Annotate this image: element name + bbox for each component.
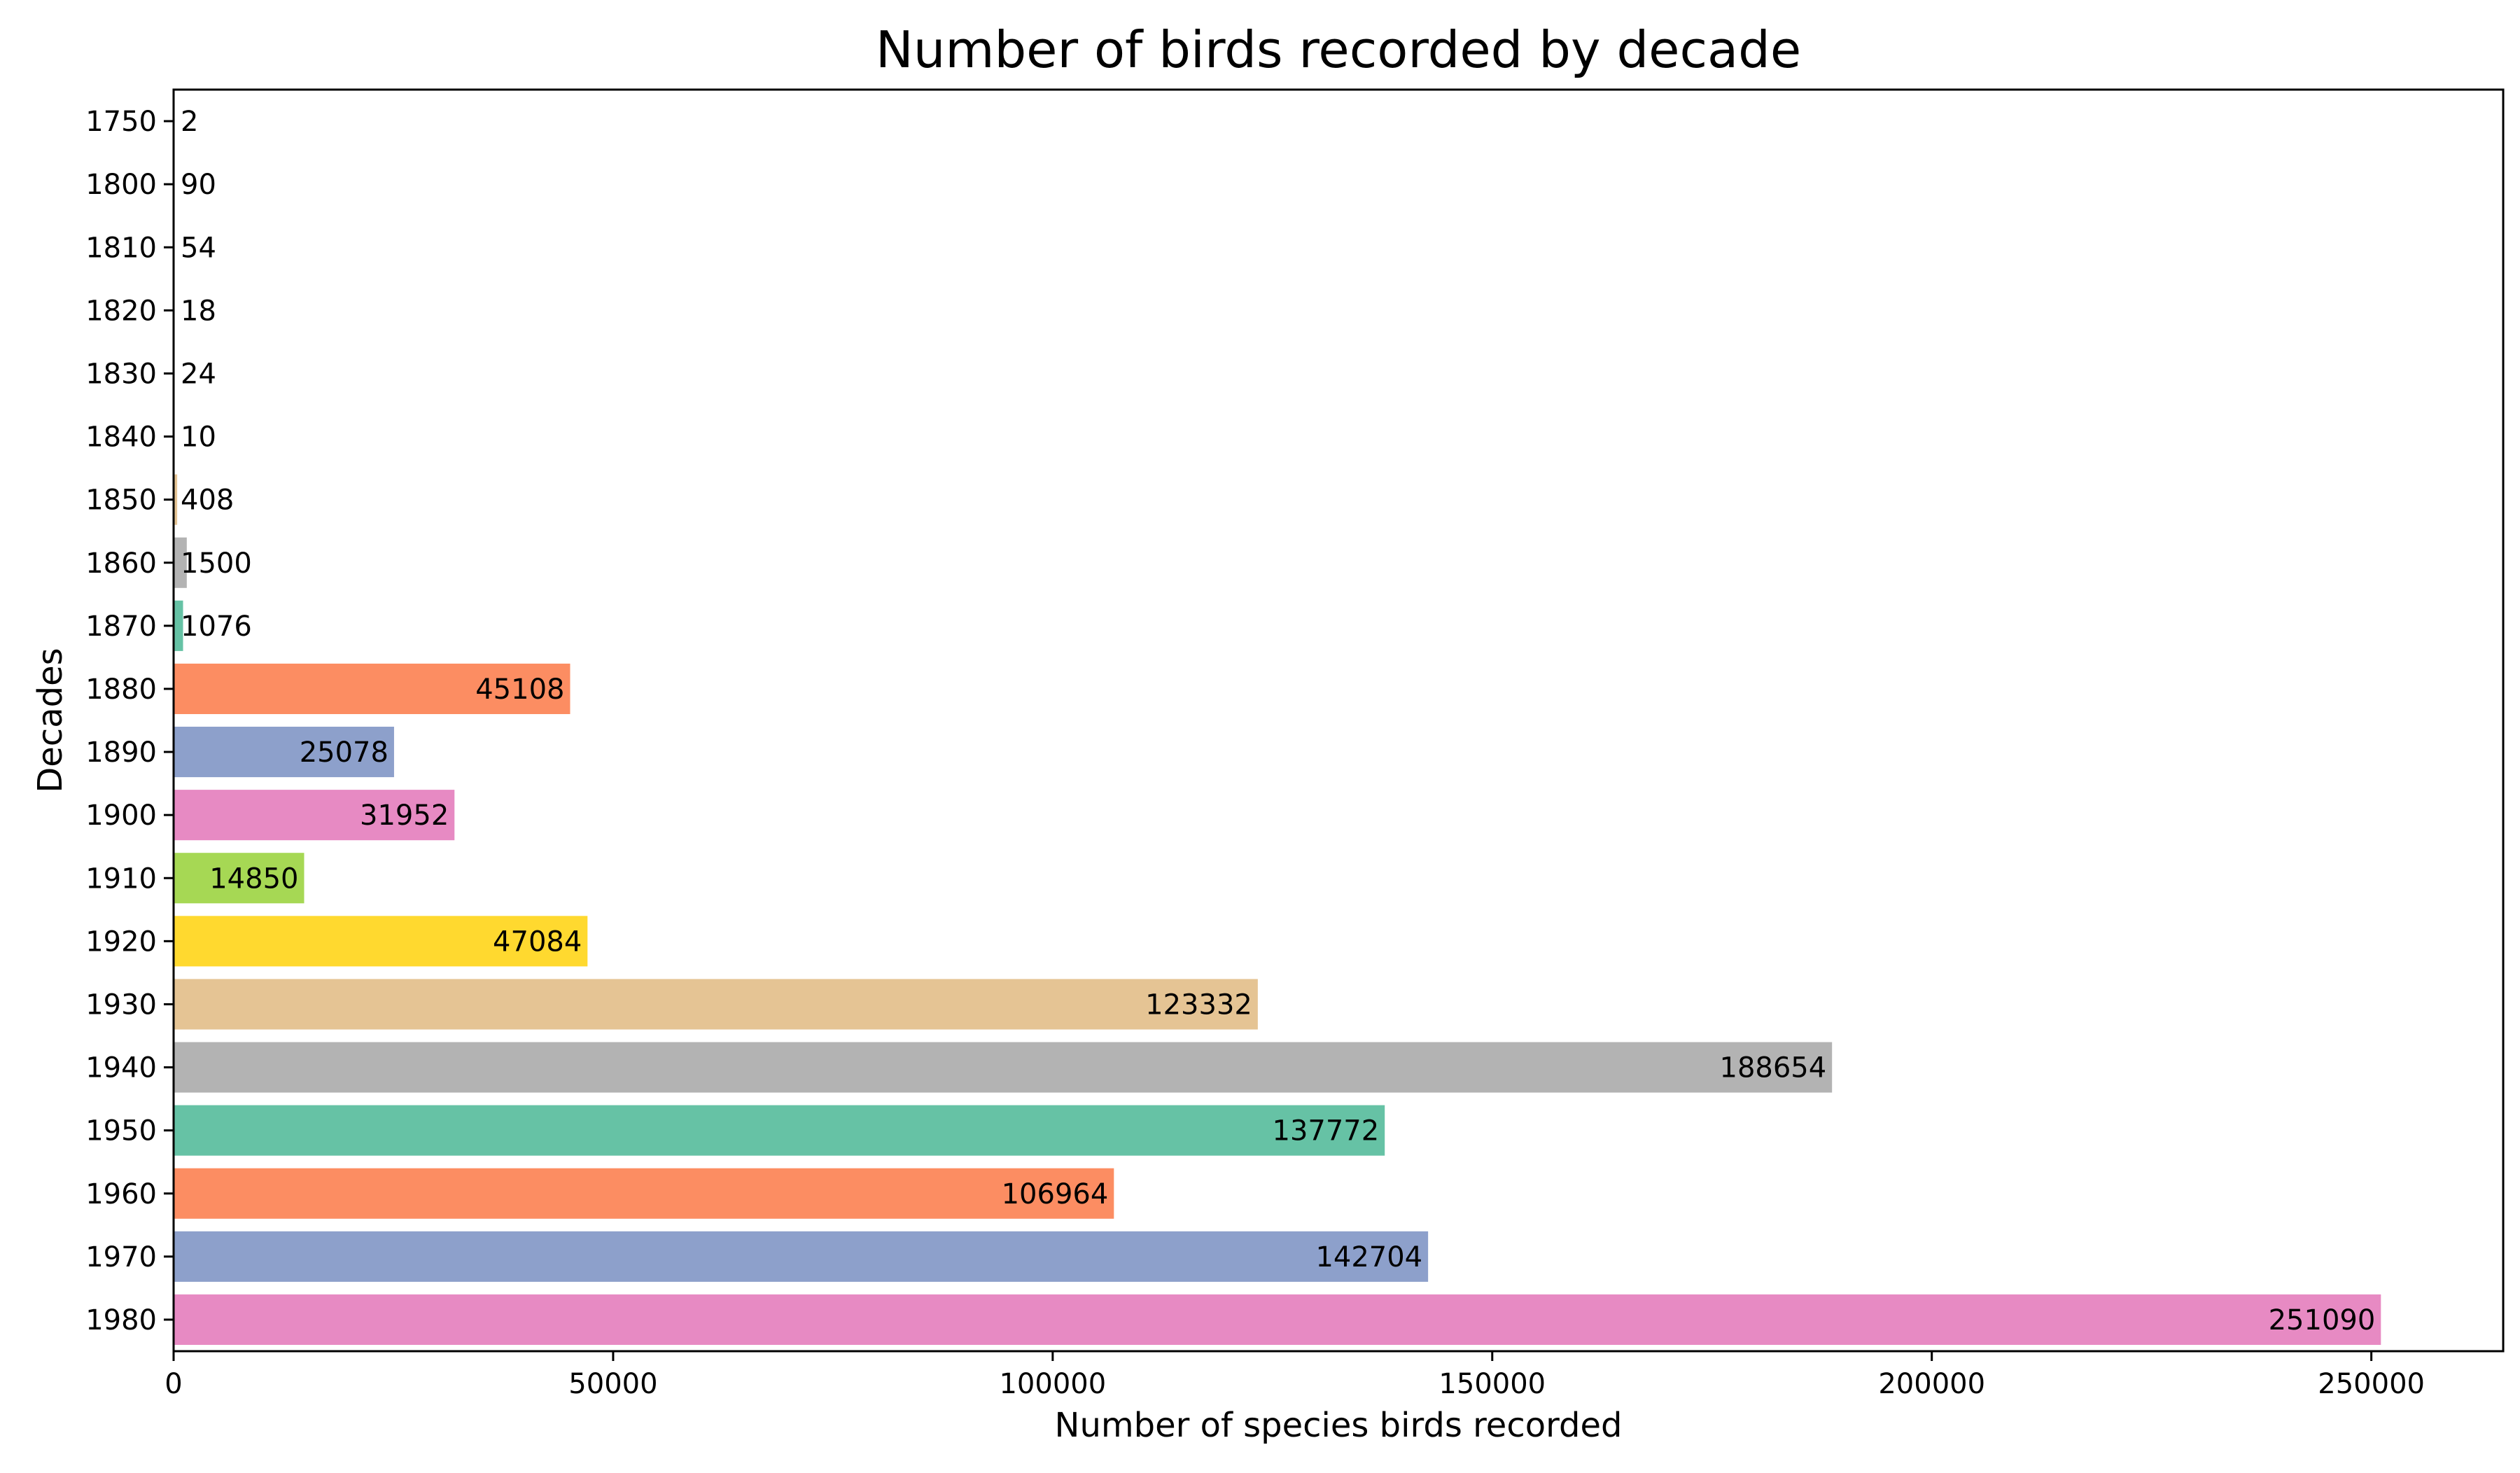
y-tick-label-1970: 1970 [85,1241,157,1273]
data-label-1830: 24 [181,358,216,390]
y-tick-label-1870: 1870 [85,610,157,643]
x-tick-label-200000: 200000 [1878,1368,1985,1400]
data-label-1960: 106964 [1002,1178,1109,1210]
data-label-1930: 123332 [1145,989,1252,1021]
bars-layer [174,96,2381,1345]
data-label-1850: 408 [181,484,234,517]
bar-1980 [174,1294,2381,1345]
y-axis: 1750 1800 1810 1820 1830 1840 1850 1860 1870 1880… [85,106,174,1336]
y-tick-label-1900: 1900 [85,800,157,832]
y-tick-label-1830: 1830 [85,358,157,390]
data-label-1820: 18 [181,295,216,327]
bar-1940 [174,1042,1832,1093]
x-axis-label: Number of species birds recorded [1055,1406,1623,1445]
data-label-1880: 45108 [475,673,564,706]
data-label-1950: 137772 [1273,1115,1380,1147]
y-tick-label-1840: 1840 [85,421,157,454]
data-label-1980: 251090 [2269,1304,2376,1336]
x-tick-label-50000: 50000 [568,1368,657,1400]
data-label-1800: 90 [181,169,216,201]
y-tick-label-1980: 1980 [85,1304,157,1336]
y-tick-label-1800: 1800 [85,169,157,201]
data-label-1900: 31952 [360,800,449,832]
data-label-1940: 188654 [1720,1052,1827,1084]
bar-1970 [174,1231,1428,1282]
data-label-1810: 54 [181,232,216,264]
y-tick-label-1940: 1940 [85,1052,157,1084]
y-tick-label-1860: 1860 [85,547,157,580]
data-label-1970: 142704 [1315,1241,1422,1273]
plot-frame [174,90,2503,1351]
data-label-1750: 2 [181,106,198,138]
y-tick-label-1910: 1910 [85,863,157,895]
y-axis-label: Decades [31,648,70,793]
y-tick-label-1810: 1810 [85,232,157,264]
y-tick-label-1820: 1820 [85,295,157,327]
data-label-1870: 1076 [181,610,252,643]
data-label-1920: 47084 [493,926,582,958]
y-tick-label-1750: 1750 [85,106,157,138]
x-tick-label-250000: 250000 [2318,1368,2425,1400]
y-tick-label-1890: 1890 [85,736,157,769]
y-tick-label-1930: 1930 [85,989,157,1021]
bar-1950 [174,1105,1385,1156]
x-tick-label-100000: 100000 [999,1368,1106,1400]
y-tick-label-1920: 1920 [85,926,157,958]
y-tick-label-1850: 1850 [85,484,157,517]
y-tick-label-1960: 1960 [85,1178,157,1210]
y-tick-label-1880: 1880 [85,673,157,706]
x-tick-label-150000: 150000 [1438,1368,1546,1400]
x-tick-label-0: 0 [164,1368,182,1400]
chart-title: Number of birds recorded by decade [876,20,1801,79]
data-label-1840: 10 [181,421,216,454]
data-label-1910: 14850 [209,863,298,895]
bar-1930 [174,979,1258,1029]
bar-1960 [174,1168,1114,1219]
data-label-1890: 25078 [300,736,388,769]
x-axis: 0 50000 100000 150000 200000 250000 [164,1351,2425,1400]
y-tick-label-1950: 1950 [85,1115,157,1147]
data-label-1860: 1500 [181,547,252,580]
